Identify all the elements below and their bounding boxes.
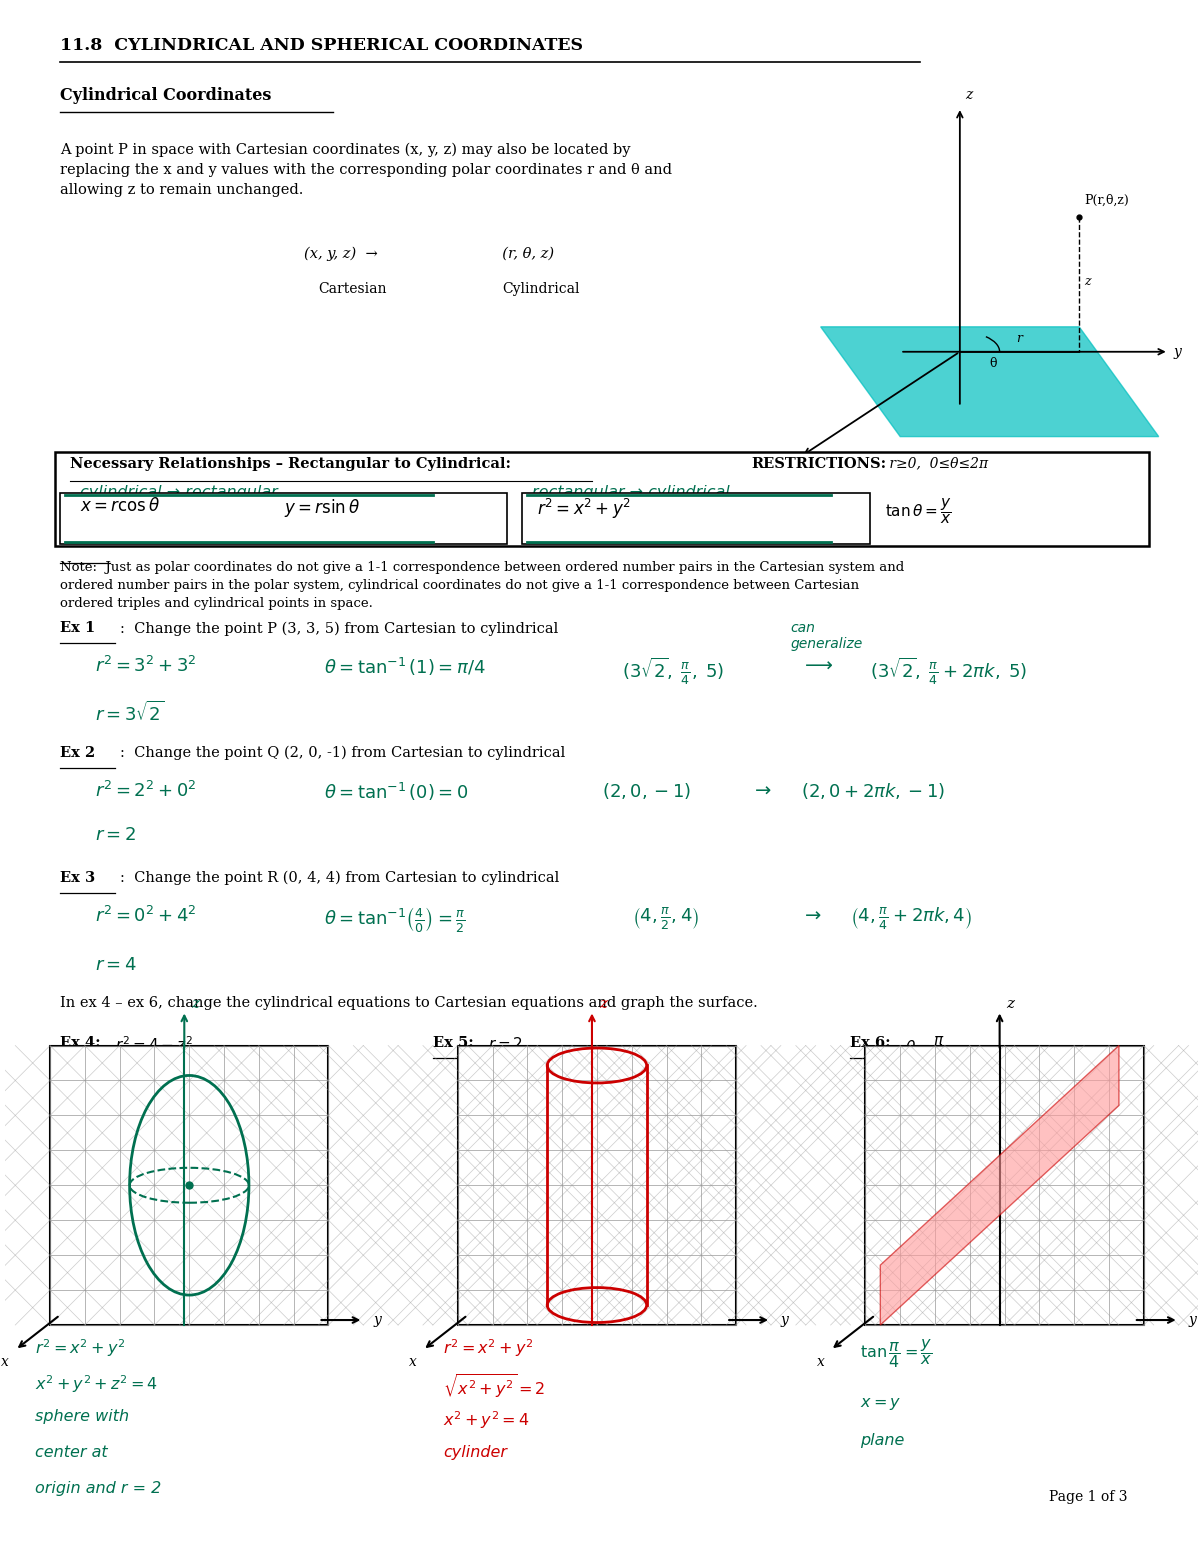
Text: $r^2 = x^2 + y^2$: $r^2 = x^2 + y^2$ (443, 1337, 533, 1358)
FancyBboxPatch shape (522, 493, 870, 545)
Text: $\theta = \dfrac{\pi}{4}$: $\theta = \dfrac{\pi}{4}$ (905, 1036, 944, 1066)
FancyBboxPatch shape (55, 451, 1148, 546)
Text: $x = y$: $x = y$ (860, 1394, 901, 1411)
Text: $\left(4, \frac{\pi}{4}+2\pi k, 4\right)$: $\left(4, \frac{\pi}{4}+2\pi k, 4\right)… (851, 906, 972, 932)
Text: P(r,θ,z): P(r,θ,z) (1084, 194, 1129, 207)
Text: sphere with: sphere with (35, 1408, 130, 1424)
Text: rectangular → cylindrical: rectangular → cylindrical (533, 484, 730, 499)
Text: x: x (1, 1355, 10, 1369)
Text: $x^2 + y^2 + z^2 = 4$: $x^2 + y^2 + z^2 = 4$ (35, 1372, 158, 1394)
Text: y: y (781, 1313, 788, 1327)
Text: z: z (1084, 275, 1091, 288)
Text: $y = r\sin\theta$: $y = r\sin\theta$ (283, 496, 360, 518)
Text: θ: θ (990, 356, 997, 370)
Text: $\rightarrow$: $\rightarrow$ (800, 906, 822, 924)
Text: plane: plane (860, 1433, 905, 1447)
Text: Cartesian: Cartesian (318, 282, 388, 296)
Text: x: x (409, 1355, 416, 1369)
Text: center at: center at (35, 1446, 108, 1460)
Text: $r = 2$: $r = 2$ (487, 1036, 523, 1052)
Text: Note:  Just as polar coordinates do not give a 1-1 correspondence between ordere: Note: Just as polar coordinates do not g… (60, 562, 905, 610)
Text: :  Change the point P (3, 3, 5) from Cartesian to cylindrical: : Change the point P (3, 3, 5) from Cart… (120, 621, 558, 636)
Text: r: r (1016, 331, 1022, 345)
Text: Ex 4:: Ex 4: (60, 1036, 101, 1050)
Text: $x = r\cos\theta$: $x = r\cos\theta$ (80, 496, 160, 515)
Text: :  Change the point R (0, 4, 4) from Cartesian to cylindrical: : Change the point R (0, 4, 4) from Cart… (120, 871, 559, 885)
Text: $\tan\dfrac{\pi}{4} = \dfrac{y}{x}$: $\tan\dfrac{\pi}{4} = \dfrac{y}{x}$ (860, 1337, 932, 1369)
Text: Cylindrical: Cylindrical (503, 282, 580, 296)
Text: Page 1 of 3: Page 1 of 3 (1049, 1489, 1128, 1503)
Text: z: z (1007, 996, 1014, 1010)
Text: $r^{2} = x^{2} + y^{2}$: $r^{2} = x^{2} + y^{2}$ (538, 496, 631, 521)
Text: 11.8  CYLINDRICAL AND SPHERICAL COORDINATES: 11.8 CYLINDRICAL AND SPHERICAL COORDINAT… (60, 37, 583, 54)
FancyBboxPatch shape (60, 493, 508, 545)
Bar (457, 1046, 736, 1326)
Polygon shape (821, 327, 1159, 437)
Text: Ex 3: Ex 3 (60, 871, 95, 885)
Text: z: z (191, 996, 199, 1010)
Text: $r^2 = 2^2 + 0^2$: $r^2 = 2^2 + 0^2$ (95, 781, 197, 801)
Text: $r = 4$: $r = 4$ (95, 955, 137, 974)
Text: Ex 1: Ex 1 (60, 621, 95, 635)
Text: x: x (817, 1355, 824, 1369)
Text: $\left(4, \frac{\pi}{2}, 4\right)$: $\left(4, \frac{\pi}{2}, 4\right)$ (631, 906, 698, 932)
Text: $\theta = \tan^{-1}\!\left(\frac{4}{0}\right) = \frac{\pi}{2}$: $\theta = \tan^{-1}\!\left(\frac{4}{0}\r… (324, 906, 466, 935)
Text: RESTRICTIONS:: RESTRICTIONS: (751, 456, 886, 470)
Text: $r^2 = 4 - z^2$: $r^2 = 4 - z^2$ (115, 1036, 193, 1055)
Text: $\rightarrow$: $\rightarrow$ (751, 781, 773, 798)
Text: (r, θ, z): (r, θ, z) (492, 247, 553, 261)
Text: Ex 2: Ex 2 (60, 745, 95, 759)
Text: cylinder: cylinder (443, 1446, 506, 1460)
Text: $r^2 = 3^2 + 3^2$: $r^2 = 3^2 + 3^2$ (95, 657, 197, 677)
Text: $(3\sqrt{2},\; \frac{\pi}{4},\; 5)$: $(3\sqrt{2},\; \frac{\pi}{4},\; 5)$ (622, 657, 724, 688)
Text: :  Change the point Q (2, 0, -1) from Cartesian to cylindrical: : Change the point Q (2, 0, -1) from Car… (120, 745, 565, 761)
Text: In ex 4 – ex 6, change the cylindrical equations to Cartesian equations and grap: In ex 4 – ex 6, change the cylindrical e… (60, 996, 757, 1010)
Text: Ex 5:: Ex 5: (433, 1036, 474, 1050)
Polygon shape (881, 1046, 1118, 1326)
Text: $(2, 0, -1)$: $(2, 0, -1)$ (602, 781, 691, 801)
Bar (865, 1046, 1144, 1326)
Text: (x, y, z)  →: (x, y, z) → (304, 247, 377, 261)
Text: z: z (965, 89, 972, 103)
Text: y: y (1188, 1313, 1196, 1327)
Text: $(3\sqrt{2},\; \frac{\pi}{4}+2\pi k,\; 5)$: $(3\sqrt{2},\; \frac{\pi}{4}+2\pi k,\; 5… (870, 657, 1027, 688)
Text: y: y (373, 1313, 382, 1327)
Text: z: z (599, 996, 607, 1010)
Text: $r^2 = x^2 + y^2$: $r^2 = x^2 + y^2$ (35, 1337, 126, 1358)
Text: x: x (781, 471, 788, 485)
Text: Cylindrical Coordinates: Cylindrical Coordinates (60, 87, 271, 104)
Text: can
generalize: can generalize (791, 621, 863, 652)
Bar (50, 1046, 329, 1326)
Text: $\theta = \tan^{-1}(0) = 0$: $\theta = \tan^{-1}(0) = 0$ (324, 781, 468, 803)
Text: cylindrical → rectangular: cylindrical → rectangular (80, 484, 277, 499)
Text: A point P in space with Cartesian coordinates (x, y, z) may also be located by
r: A point P in space with Cartesian coordi… (60, 142, 672, 196)
Text: $r = 2$: $r = 2$ (95, 826, 136, 843)
Text: $\theta = \tan^{-1}(1) = \pi/4$: $\theta = \tan^{-1}(1) = \pi/4$ (324, 657, 485, 678)
Text: Ex 6:: Ex 6: (851, 1036, 892, 1050)
Text: $\tan\theta = \dfrac{y}{x}$: $\tan\theta = \dfrac{y}{x}$ (886, 496, 952, 526)
Text: $r^2 = 0^2 + 4^2$: $r^2 = 0^2 + 4^2$ (95, 906, 197, 926)
Text: $r = 3\sqrt{2}$: $r = 3\sqrt{2}$ (95, 702, 164, 725)
Text: origin and r = 2: origin and r = 2 (35, 1481, 162, 1495)
Text: $\longrightarrow$: $\longrightarrow$ (800, 657, 834, 674)
Text: Necessary Relationships – Rectangular to Cylindrical:: Necessary Relationships – Rectangular to… (70, 456, 511, 470)
Text: r≥0,  0≤θ≤2π: r≥0, 0≤θ≤2π (886, 456, 989, 470)
Text: $(2, 0+2\pi k, -1)$: $(2, 0+2\pi k, -1)$ (800, 781, 944, 801)
Text: $\sqrt{x^2+y^2} = 2$: $\sqrt{x^2+y^2} = 2$ (443, 1372, 545, 1400)
Text: y: y (1174, 345, 1182, 359)
Text: $x^2 + y^2 = 4$: $x^2 + y^2 = 4$ (443, 1408, 529, 1430)
